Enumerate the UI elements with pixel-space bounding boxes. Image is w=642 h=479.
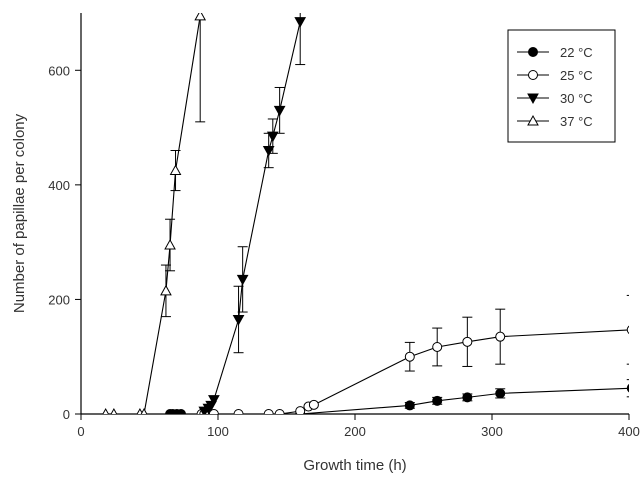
series-layer	[102, 13, 629, 414]
x-tick-label: 400	[618, 424, 640, 439]
data-point	[626, 325, 629, 334]
data-point	[232, 314, 245, 326]
legend: 22 °C 25 °C 30 °C 37 °C	[507, 29, 616, 143]
legend-marker	[527, 93, 539, 105]
data-point	[140, 407, 148, 414]
data-point	[308, 399, 319, 410]
data-point	[169, 164, 182, 176]
data-point	[404, 400, 415, 411]
y-tick-label: 200	[48, 292, 70, 307]
data-point	[208, 395, 220, 406]
data-point	[294, 17, 307, 28]
series-line	[201, 329, 629, 414]
legend-label: 30 °C	[560, 91, 593, 106]
x-axis-title: Growth time (h)	[303, 457, 406, 474]
series-line	[105, 15, 201, 414]
data-point	[266, 131, 279, 143]
series-line	[170, 387, 629, 414]
y-axis-title: Number of papillae per colony	[11, 113, 28, 313]
legend-box	[507, 29, 616, 143]
data-point	[208, 409, 219, 414]
data-point	[432, 341, 443, 352]
data-point	[495, 388, 506, 399]
data-point	[273, 105, 286, 117]
legend-marker	[527, 114, 539, 126]
x-tick-label: 0	[77, 424, 84, 439]
series-line	[203, 21, 301, 412]
series-2	[198, 13, 307, 414]
legend-label: 25 °C	[560, 68, 593, 83]
data-point	[274, 409, 285, 414]
x-tick-label: 200	[344, 424, 366, 439]
data-point	[236, 274, 249, 286]
data-point	[233, 409, 244, 414]
legend-label: 37 °C	[560, 114, 593, 129]
data-point	[262, 145, 275, 157]
data-point	[626, 384, 629, 393]
legend-label: 22 °C	[560, 45, 593, 60]
data-point	[462, 392, 473, 403]
data-point	[404, 351, 415, 362]
data-point	[295, 406, 306, 414]
y-tick-label: 0	[63, 407, 70, 422]
y-tick-label: 600	[48, 63, 70, 78]
ticks: 0 100 200 300 400 0 200 400 600	[48, 63, 640, 439]
data-point	[176, 409, 187, 414]
data-point	[495, 331, 506, 342]
data-point	[462, 336, 473, 347]
series-3	[102, 13, 207, 414]
legend-marker	[528, 70, 538, 80]
data-point	[194, 13, 207, 21]
legend-marker	[528, 47, 538, 57]
series-1	[196, 294, 629, 414]
x-tick-label: 300	[481, 424, 503, 439]
data-point	[110, 407, 118, 414]
data-point	[160, 284, 172, 296]
data-point	[102, 407, 110, 414]
x-tick-label: 100	[207, 424, 229, 439]
data-point	[263, 409, 274, 414]
y-tick-label: 400	[48, 178, 70, 193]
data-point	[164, 238, 176, 250]
data-point	[432, 395, 443, 406]
